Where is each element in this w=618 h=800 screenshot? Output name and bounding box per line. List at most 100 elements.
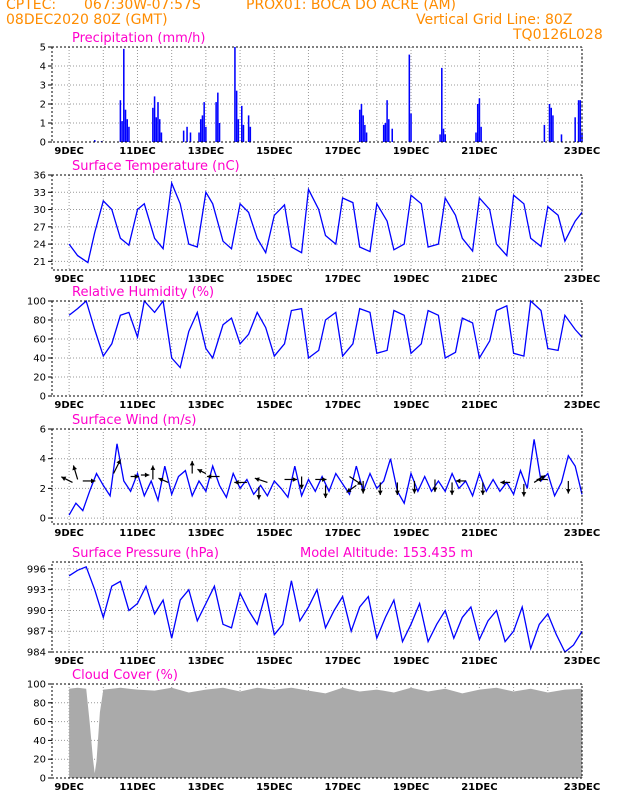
y-tick-label: 20: [33, 755, 46, 766]
x-tick-label: 13DEC: [188, 400, 224, 411]
precip-bar: [362, 115, 364, 142]
precip-bar: [386, 100, 388, 142]
y-tick-label: 80: [33, 698, 46, 709]
x-tick-label: 9DEC: [54, 274, 83, 285]
header-coordinates: 067:30W-07:57S: [84, 0, 201, 13]
wind-arrow-head: [394, 490, 400, 496]
panel-title: Precipitation (mm/h): [72, 31, 205, 46]
precip-bar: [388, 119, 390, 142]
precip-bar: [201, 115, 204, 142]
precip-bar: [391, 128, 393, 142]
precip-bar: [441, 67, 443, 142]
x-tick-label: 19DEC: [393, 528, 429, 539]
precip-bar: [218, 123, 221, 142]
x-tick-label: 13DEC: [188, 656, 224, 667]
y-tick-label: 20: [33, 373, 46, 384]
panel-frame: [51, 561, 583, 653]
wind-arrow-head: [412, 489, 417, 494]
wind-arrow-head: [116, 459, 121, 465]
x-tick-label: 11DEC: [119, 782, 155, 793]
wind-arrow-head: [360, 489, 366, 494]
precip-bar: [247, 115, 250, 142]
precip-bar: [249, 126, 252, 142]
precip-bar: [158, 119, 161, 142]
y-tick-label: 0: [40, 514, 46, 525]
precip-bar: [442, 128, 445, 142]
precip-bar: [410, 113, 412, 142]
precip-bar: [365, 132, 368, 142]
x-tick-label: 17DEC: [324, 528, 360, 539]
wind-arrow-head: [521, 492, 527, 497]
wind-arrow-head: [90, 478, 96, 484]
x-tick-label: 17DEC: [324, 656, 360, 667]
wind-arrow-head: [256, 495, 262, 500]
cloud-area: [69, 687, 583, 778]
precip-bar: [124, 109, 127, 142]
x-tick-label: 23DEC: [564, 782, 600, 793]
y-tick-label: 993: [27, 585, 46, 596]
precip-bar: [579, 100, 582, 142]
y-tick-label: 60: [33, 717, 46, 728]
series-line: [68, 180, 583, 264]
y-tick-label: 984: [27, 648, 46, 659]
y-tick-label: 2: [40, 484, 46, 495]
precip-bar: [439, 134, 441, 142]
series-line: [68, 565, 583, 654]
precip-bar: [160, 132, 163, 142]
x-tick-label: 11DEC: [119, 400, 155, 411]
precip-bar: [215, 102, 217, 142]
x-tick-label: 9DEC: [54, 656, 83, 667]
precip-bar: [119, 100, 122, 142]
x-tick-label: 19DEC: [393, 656, 429, 667]
precip-bar: [153, 96, 156, 142]
y-tick-label: 60: [33, 335, 46, 346]
wind-arrow-head: [357, 480, 363, 485]
y-tick-label: 996: [27, 564, 46, 575]
wind-arrow-head: [206, 474, 212, 479]
y-tick-label: 36: [33, 171, 46, 182]
x-tick-label: 15DEC: [256, 528, 292, 539]
y-tick-label: 0: [40, 392, 46, 403]
panel-frame: [51, 300, 583, 397]
wind-arrow-head: [254, 477, 260, 482]
wind-arrow-head: [72, 465, 78, 471]
x-tick-label: 23DEC: [564, 528, 600, 539]
y-tick-label: 5: [40, 43, 46, 54]
wind-arrow-head: [449, 490, 455, 496]
wind-arrow-head: [189, 460, 195, 466]
wind-arrow-head: [292, 477, 298, 482]
chart-panel: 0 1 2 3 4 5 9DEC 11DEC 13DEC 15DEC 17DEC 19DEC 21DEC…: [40, 31, 601, 157]
y-tick-label: 6: [40, 425, 46, 436]
precip-bar: [242, 124, 245, 142]
x-tick-label: 21DEC: [461, 528, 497, 539]
x-tick-label: 11DEC: [119, 146, 155, 157]
x-tick-label: 15DEC: [256, 146, 292, 157]
panel-title: Cloud Cover (%): [72, 668, 178, 683]
wind-arrow-head: [455, 478, 461, 484]
precip-bar: [217, 92, 219, 142]
wind-arrow-head: [536, 477, 541, 482]
precip-bar: [475, 132, 477, 142]
precip-bar: [155, 117, 158, 142]
y-tick-label: 100: [27, 680, 46, 691]
precip-bar: [480, 126, 482, 142]
x-tick-label: 9DEC: [54, 528, 83, 539]
wind-arrow-head: [432, 487, 438, 493]
precip-bar: [241, 105, 243, 142]
precip-bar: [186, 126, 188, 142]
panel-frame: [51, 46, 583, 143]
chart-panel: 984 987 990 993 996 9DEC 11DEC 13DEC 15DEC 17DEC 1…: [27, 546, 600, 667]
x-tick-label: 17DEC: [324, 146, 360, 157]
wind-arrow-head: [134, 474, 140, 479]
wind-arrow-head: [323, 493, 328, 499]
precip-bar: [560, 134, 563, 142]
precip-bar: [126, 119, 128, 142]
y-tick-label: 100: [27, 297, 46, 308]
x-tick-label: 23DEC: [564, 274, 600, 285]
y-tick-label: 3: [40, 81, 46, 92]
x-tick-label: 17DEC: [324, 400, 360, 411]
x-tick-label: 21DEC: [461, 400, 497, 411]
header-source: CPTEC:: [6, 0, 57, 13]
y-tick-label: 24: [33, 240, 46, 251]
precip-bar: [408, 54, 411, 142]
